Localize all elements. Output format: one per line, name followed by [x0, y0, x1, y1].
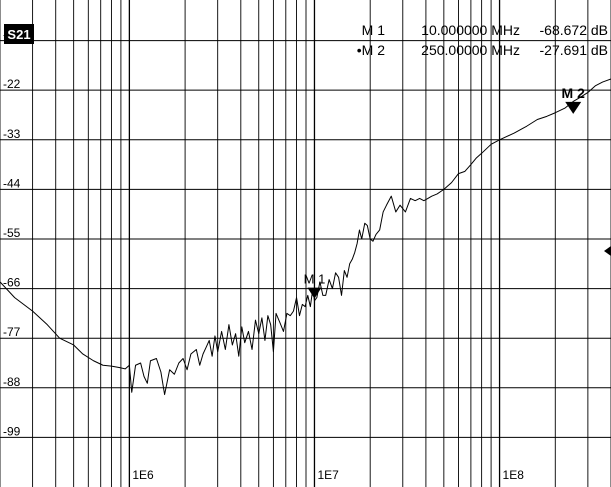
y-tick-label: -44	[3, 176, 21, 190]
trace-s21	[0, 78, 611, 396]
readout-value: -68.672 dB	[540, 22, 609, 38]
marker-triangle	[307, 287, 322, 299]
markers-group: M 1 M 2	[304, 85, 585, 299]
readout-frequency: 250.00000 MHz	[421, 42, 520, 58]
x-tick-label: 1E6	[132, 468, 154, 482]
parameter-badge-bg	[4, 24, 34, 44]
y-tick-label: -22	[3, 77, 21, 91]
y-tick-label: -55	[3, 226, 21, 240]
x-tick-labels: 1E6 1E7 1E8	[132, 468, 524, 482]
x-tick-label: 1E8	[503, 468, 525, 482]
y-tick-labels: -11-22-33-44-55-66-77-88-99	[3, 28, 21, 439]
y-tick-label: -77	[3, 325, 21, 339]
readout-marker-label: M 1	[362, 22, 386, 38]
horizontal-grid	[0, 40, 611, 438]
readout-marker-label: •M 2	[357, 42, 385, 58]
marker-triangle	[565, 101, 582, 114]
y-tick-label: -99	[3, 424, 21, 438]
marker-readout: M 1 10.000000 MHz -68.672 dB •M 2 250.00000 …	[357, 22, 608, 58]
y-tick-label: -33	[3, 127, 21, 141]
readout-frequency: 10.000000 MHz	[421, 22, 520, 38]
y-tick-label: -66	[3, 276, 21, 290]
trace-group	[0, 78, 611, 396]
x-tick-label: 1E7	[317, 468, 339, 482]
readout-value: -27.691 dB	[540, 42, 609, 58]
marker-label: M 2	[562, 85, 586, 101]
marker-label: M 1	[304, 272, 326, 287]
reference-level-arrow	[604, 246, 611, 256]
y-tick-label: -88	[3, 375, 21, 389]
parameter-label: S21	[7, 27, 30, 42]
